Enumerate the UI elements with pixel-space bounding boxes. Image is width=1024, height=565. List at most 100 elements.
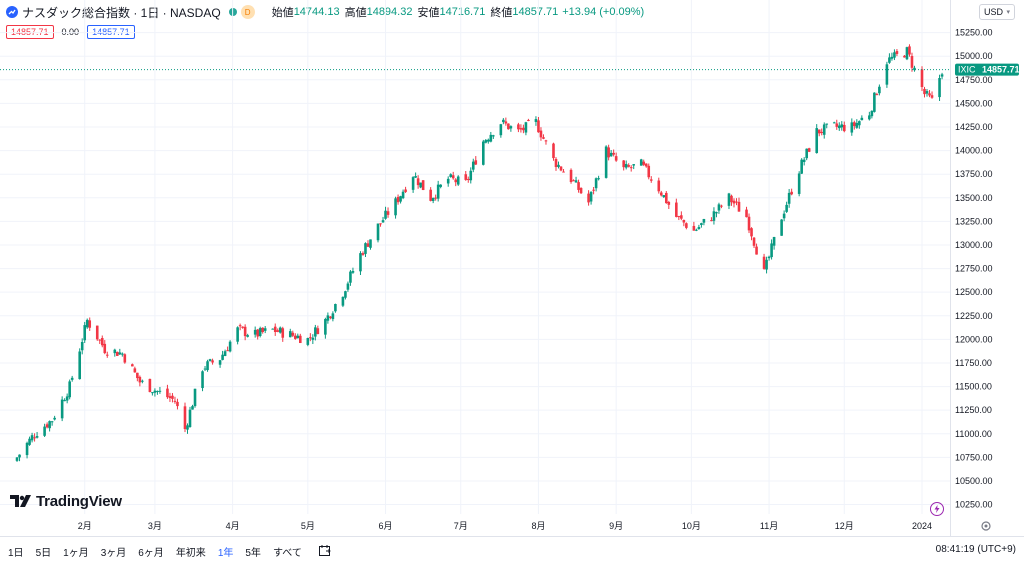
candle-body xyxy=(885,64,889,85)
candle-body xyxy=(499,124,503,136)
candle-body xyxy=(487,139,490,142)
time-tick-label: 5月 xyxy=(301,521,315,531)
currency-label: USD xyxy=(984,7,1004,17)
candle-body xyxy=(121,353,124,355)
candle xyxy=(366,240,370,248)
candle xyxy=(502,118,505,125)
candle-body xyxy=(695,229,698,231)
candle-body xyxy=(903,55,906,58)
candle xyxy=(399,195,402,204)
candle-body xyxy=(168,396,172,399)
candle xyxy=(559,166,563,172)
candle xyxy=(482,139,485,166)
candle-body xyxy=(855,122,859,128)
candle-body xyxy=(466,178,470,180)
data-badge[interactable]: D xyxy=(240,5,255,19)
candle xyxy=(579,187,583,194)
symbol-title[interactable]: ナスダック総合指数 · 1日 · NASDAQ xyxy=(22,5,221,20)
candle-body xyxy=(68,381,71,398)
gear-icon[interactable] xyxy=(980,519,992,531)
candle xyxy=(780,219,783,236)
time-tick-label: 7月 xyxy=(454,521,468,531)
candle-body xyxy=(221,354,224,360)
candle-body xyxy=(519,128,523,130)
last-price-tag: IXIC 14857.71 xyxy=(955,63,1020,76)
candle xyxy=(241,326,244,329)
calendar-range-icon[interactable] xyxy=(318,544,332,558)
candle xyxy=(243,324,247,341)
candle xyxy=(271,328,275,330)
candle-body xyxy=(223,351,227,357)
candle xyxy=(807,147,811,153)
candle-body xyxy=(860,117,864,121)
candle-body xyxy=(45,424,49,428)
candle xyxy=(434,194,437,201)
price-axis[interactable]: 10250.00 10500.00 10750.00 11000.00 11250.00… xyxy=(955,28,993,510)
time-axis[interactable]: 2月 3月 4月 5月 6月 7月 8月 9月 10月 11月 12月 2024 xyxy=(78,521,932,531)
timeframe-button[interactable]: 5年 xyxy=(245,547,261,559)
candles xyxy=(15,44,944,462)
candle-body xyxy=(98,339,102,341)
timeframe-button[interactable]: 1日 xyxy=(8,547,24,559)
candle xyxy=(612,149,615,157)
candle-body xyxy=(712,211,716,221)
candle-body xyxy=(940,74,944,77)
candle-body xyxy=(429,189,432,201)
candle xyxy=(278,326,282,334)
candle xyxy=(171,393,174,403)
candle xyxy=(677,215,681,221)
candle-body xyxy=(910,56,914,68)
candle-body xyxy=(276,330,280,332)
candle xyxy=(25,441,29,459)
candle-body xyxy=(895,51,899,54)
candle xyxy=(484,139,488,144)
timeframe-button[interactable]: 3ヶ月 xyxy=(100,547,127,559)
timeframe-button[interactable]: すべて xyxy=(272,547,302,559)
timeframe-button[interactable]: 年初来 xyxy=(175,547,206,559)
candle xyxy=(554,157,558,171)
clock-display[interactable]: 08:41:19 (UTC+9) xyxy=(935,544,1016,555)
candle xyxy=(80,338,84,355)
candle xyxy=(657,177,661,194)
candle xyxy=(522,124,525,134)
candle xyxy=(273,323,277,336)
timeframe-button[interactable]: 5日 xyxy=(35,547,52,559)
price-chart[interactable]: 10250.00 10500.00 10750.00 11000.00 11250.00… xyxy=(0,0,1024,537)
candle-body xyxy=(822,124,826,135)
candle xyxy=(381,216,385,223)
candle xyxy=(802,157,806,166)
tradingview-logo[interactable]: TradingView xyxy=(10,493,122,510)
timeframe-button[interactable]: 6ヶ月 xyxy=(138,547,164,559)
candle-body xyxy=(394,198,397,216)
grid-lines xyxy=(0,0,950,514)
change-value: +13.94 (+0.09%) xyxy=(562,6,645,18)
candle-body xyxy=(236,327,239,342)
candle-body xyxy=(65,396,69,401)
timeframe-button[interactable]: 1ヶ月 xyxy=(63,547,89,559)
high-value: 14894.32 xyxy=(366,6,413,18)
time-tick-label: 6月 xyxy=(379,521,393,531)
candle xyxy=(253,326,257,338)
candle xyxy=(158,386,162,394)
candle xyxy=(299,333,302,344)
candle xyxy=(60,396,64,422)
lightning-icon[interactable] xyxy=(930,502,944,516)
candle xyxy=(815,124,819,154)
buy-price-button[interactable]: 14857.71 xyxy=(87,24,135,39)
candle xyxy=(369,239,372,250)
timeframe-button[interactable]: 1年 xyxy=(217,547,234,559)
sell-price-button[interactable]: 14857.71 xyxy=(6,24,54,39)
candle-body xyxy=(802,159,806,162)
candle xyxy=(832,121,836,124)
candle-body xyxy=(677,216,681,218)
candle-body xyxy=(767,256,771,259)
candle-body xyxy=(825,123,829,125)
candle xyxy=(537,117,540,133)
candle-body xyxy=(288,331,292,338)
candle xyxy=(552,142,555,161)
candle xyxy=(888,53,891,64)
currency-select[interactable]: USD ▾ xyxy=(979,4,1015,20)
candle-body xyxy=(50,421,54,423)
candle-body xyxy=(587,193,590,203)
candle xyxy=(569,168,573,184)
